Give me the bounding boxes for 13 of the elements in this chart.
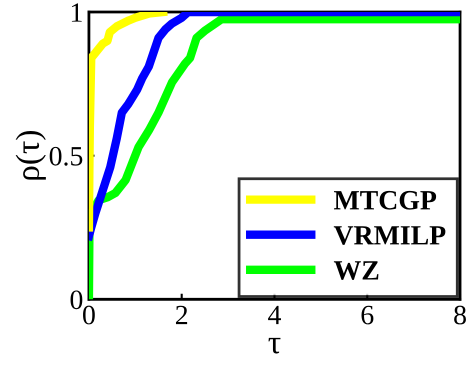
x-tick-label: 0 — [83, 306, 95, 324]
legend-label: WZ — [334, 261, 378, 280]
x-tick-label: 8 — [454, 306, 466, 324]
y-axis-title: ρ(τ) — [16, 131, 46, 180]
y-tick-label: 0.5 — [50, 146, 82, 166]
y-tick-label: 1 — [72, 3, 82, 22]
legend-label: VRMILP — [334, 226, 446, 245]
x-tick-label: 6 — [362, 306, 374, 324]
x-tick-label: 2 — [176, 306, 188, 324]
x-tick-label: 4 — [268, 306, 281, 324]
x-axis-title: τ — [268, 338, 280, 354]
y-tick-label: 0 — [70, 290, 82, 310]
legend-label: MTCGP — [334, 190, 436, 210]
